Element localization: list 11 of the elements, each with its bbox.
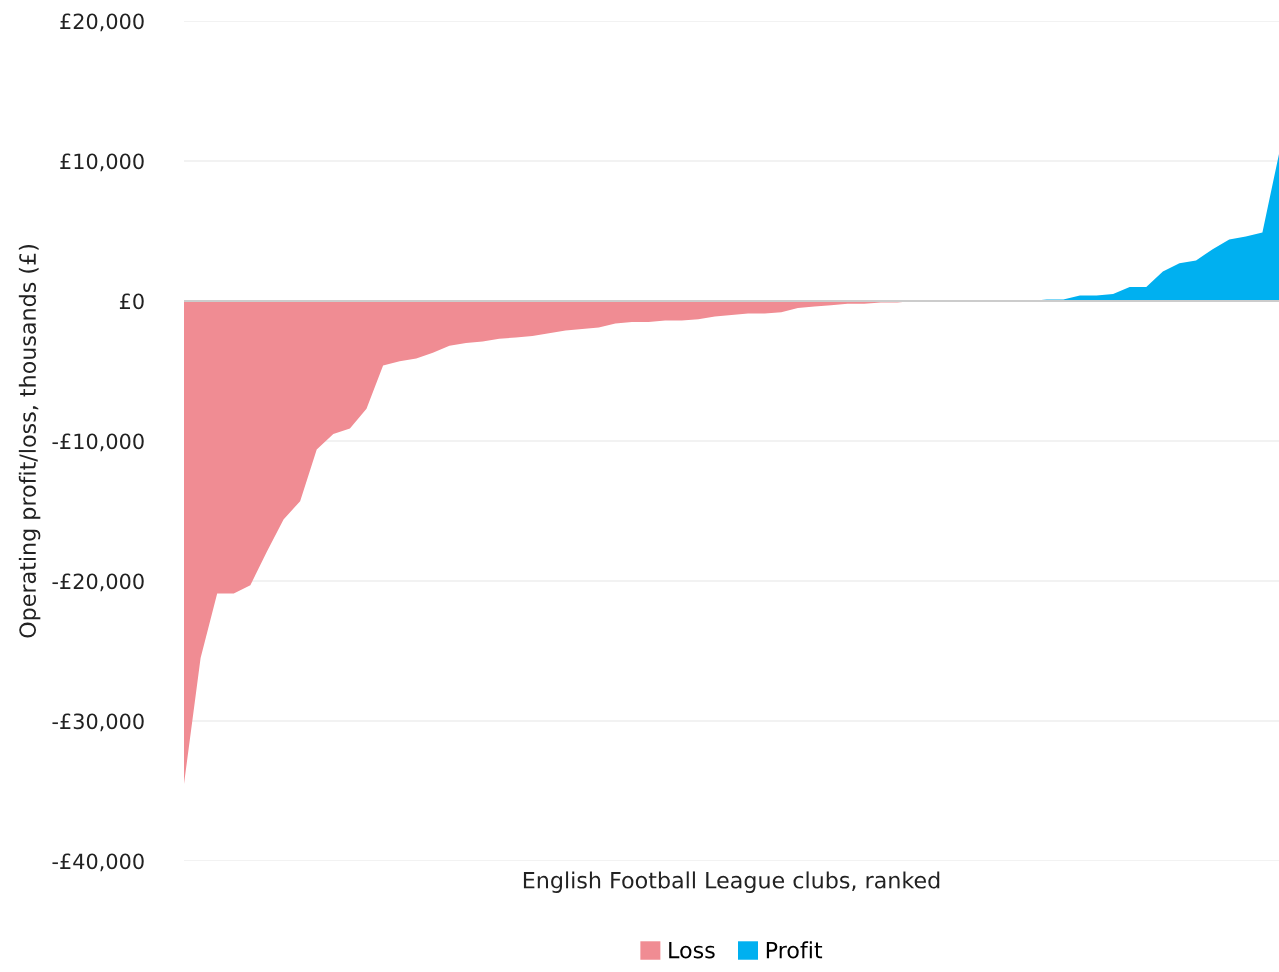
x-axis-title: English Football League clubs, ranked bbox=[523, 871, 940, 893]
y-tick-label: £10,000 bbox=[60, 153, 144, 172]
legend-label: Loss bbox=[669, 941, 715, 959]
y-axis-title: Operating profit/loss, thousands (£) bbox=[18, 245, 41, 638]
y-tick-label: £20,000 bbox=[60, 13, 144, 32]
y-tick-label: -£30,000 bbox=[52, 713, 144, 732]
y-tick-label: -£20,000 bbox=[52, 573, 144, 592]
y-tick-label: £0 bbox=[119, 293, 144, 310]
y-tick-label: -£40,000 bbox=[52, 853, 144, 872]
y-tick-label: -£10,000 bbox=[52, 433, 144, 452]
legend-label: Profit bbox=[766, 941, 823, 959]
